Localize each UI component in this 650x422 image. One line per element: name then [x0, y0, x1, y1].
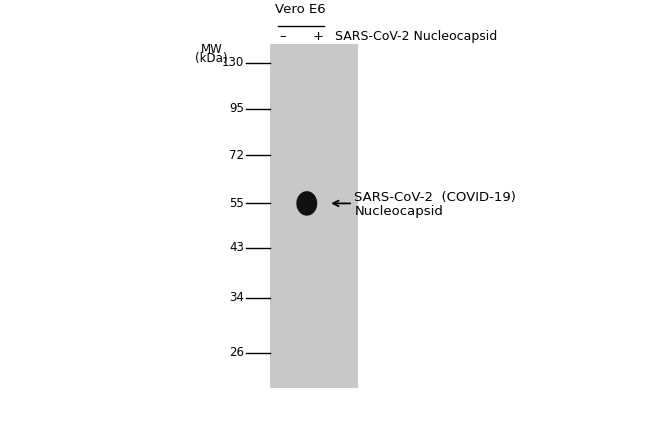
- Text: 95: 95: [229, 102, 244, 115]
- Text: 55: 55: [229, 197, 244, 210]
- Text: (kDa): (kDa): [195, 52, 228, 65]
- Text: 43: 43: [229, 241, 244, 254]
- Text: –: –: [280, 30, 286, 43]
- Text: Vero E6: Vero E6: [275, 3, 326, 16]
- Text: +: +: [313, 30, 324, 43]
- Text: 72: 72: [229, 149, 244, 162]
- Text: MW: MW: [200, 43, 222, 57]
- Text: 34: 34: [229, 292, 244, 305]
- Text: SARS-CoV-2 Nucleocapsid: SARS-CoV-2 Nucleocapsid: [335, 30, 497, 43]
- Text: 26: 26: [229, 346, 244, 359]
- Text: Nucleocapsid: Nucleocapsid: [354, 206, 443, 218]
- Bar: [270, 43, 358, 388]
- Text: 130: 130: [222, 56, 244, 69]
- Ellipse shape: [297, 192, 317, 215]
- Text: SARS-CoV-2  (COVID-19): SARS-CoV-2 (COVID-19): [354, 191, 516, 203]
